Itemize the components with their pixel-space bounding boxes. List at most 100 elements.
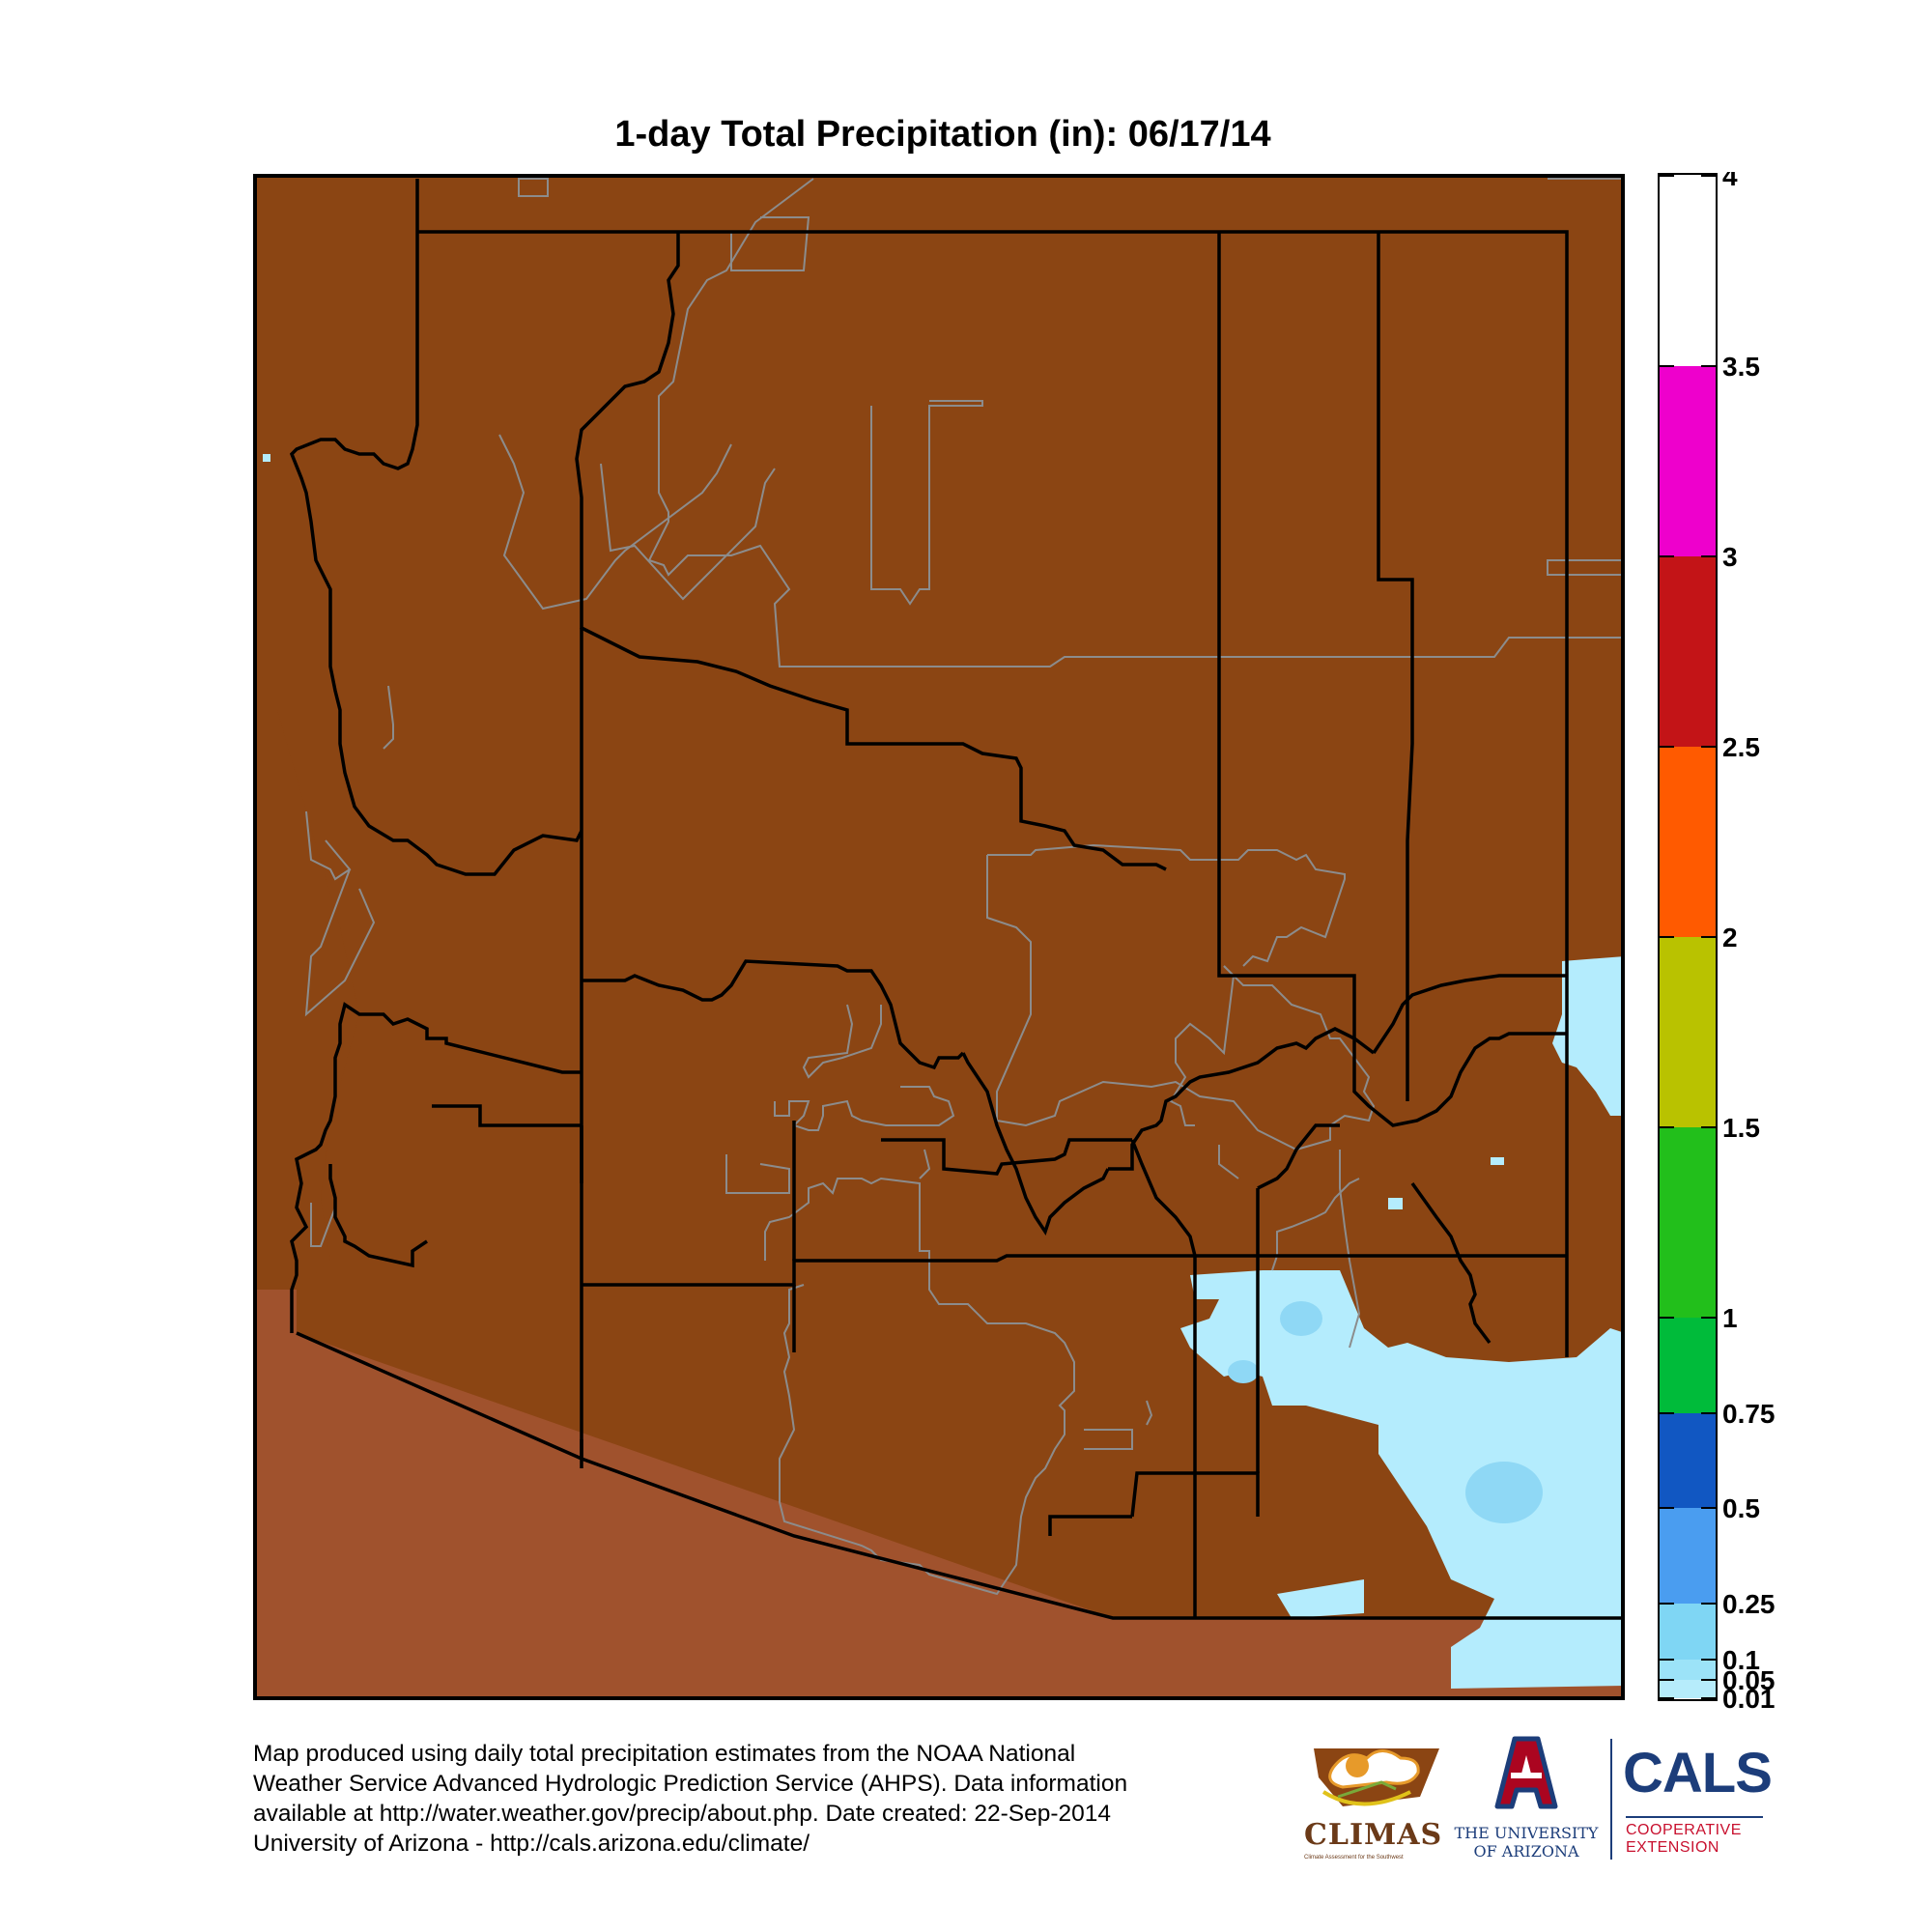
nevada-california-region (253, 657, 359, 1290)
footer-line: available at http://water.weather.gov/pr… (253, 1801, 1112, 1827)
county-border-pinal-maricopa (582, 1254, 1195, 1287)
county-border-coconino-north (417, 230, 1569, 1357)
color-legend: 4 3.5 3 2.5 2 1.5 1 0.75 0.5 0.25 0.10.050.01 (1658, 172, 1776, 1714)
legend-label-3: 2.5 (1722, 732, 1760, 762)
county-border-pinal-east (1130, 1139, 1197, 1257)
mexico-region (253, 1290, 1625, 1700)
footer-line: Map produced using daily total precipita… (253, 1741, 1076, 1767)
legend-band-1 (1659, 366, 1717, 556)
land-unit-grand-canyon (730, 216, 810, 271)
land-unit-boundaries (304, 178, 1625, 1596)
legend-labels: 4 3.5 3 2.5 2 1.5 1 0.75 0.5 0.25 0.10.050.01 (1722, 172, 1776, 1714)
state-border-south (296, 1331, 1625, 1620)
county-border-pinal-pima-top (881, 1138, 1132, 1176)
land-unit-coronado (1271, 1178, 1360, 1271)
county-border-gila-west (961, 1052, 1110, 1236)
precip-area-small-4 (263, 454, 270, 462)
precip-area-east-strip (1552, 956, 1625, 1116)
county-border-yavapai-maricopa (582, 959, 965, 1070)
legend-label-2: 3 (1722, 542, 1738, 572)
precipitation-map (253, 174, 1625, 1700)
land-unit-hualapai (498, 434, 732, 611)
land-unit-colorado-river-2 (310, 1203, 336, 1247)
logos: CLIMAS Climate Assessment for the Southw… (1299, 1719, 1879, 1874)
county-border-greenlee-cochise (1410, 1181, 1492, 1345)
county-border-mohave-south (290, 1002, 582, 1333)
legend-bands (1659, 176, 1717, 1698)
county-border-coconino-west (575, 232, 1167, 871)
county-border-mohave-east (289, 179, 583, 876)
legend-band-5 (1659, 1127, 1717, 1318)
university-name-line2: OF ARIZONA (1473, 1842, 1579, 1861)
university-of-arizona-logo-icon (1494, 1736, 1558, 1809)
footer-notes: Map produced using daily total precipita… (253, 1739, 1296, 1859)
land-unit-tombstone (1339, 1150, 1361, 1349)
legend-label-5: 1.5 (1722, 1113, 1760, 1143)
legend-band-7 (1659, 1413, 1717, 1508)
land-unit-tucson (1146, 1400, 1153, 1426)
legend-label-7: 0.75 (1722, 1399, 1776, 1429)
cals-logo-line1: COOPERATIVE (1626, 1822, 1742, 1838)
land-unit-navajo-east (1547, 178, 1625, 576)
legend-band-10 (1659, 1660, 1717, 1680)
legend-band-0 (1659, 176, 1717, 366)
legend-band-8 (1659, 1508, 1717, 1604)
county-border-graham-greenlee (1372, 974, 1567, 1054)
legend-band-9 (1659, 1604, 1717, 1660)
county-border-yuma-maricopa (432, 1104, 582, 1127)
precip-core-3 (1228, 1360, 1259, 1383)
land-unit-navajo (647, 178, 1625, 668)
legend-label-4: 2 (1722, 923, 1738, 952)
land-unit-mogollon (1218, 1145, 1239, 1179)
legend-label-10: 0.1 (1722, 1645, 1760, 1675)
moderate-precip-cores (1228, 1301, 1543, 1523)
footer-line: Weather Service Advanced Hydrologic Pred… (253, 1771, 1128, 1797)
county-border-navajo-west (1217, 232, 1567, 1127)
precip-area-border (1451, 1666, 1625, 1689)
map-frame (253, 174, 1625, 1700)
climas-logo-icon (1314, 1748, 1439, 1806)
legend-label-0: 4 (1722, 172, 1738, 191)
footer-line: University of Arizona - http://cals.ariz… (253, 1831, 810, 1857)
county-border-cochise-graham (1257, 1123, 1340, 1190)
county-borders (289, 179, 1625, 1620)
land-unit-hopi (870, 400, 983, 606)
county-border-apache-west (1377, 232, 1414, 1101)
land-unit-fort-apache (1169, 965, 1236, 1126)
cals-logo-rule (1626, 1816, 1763, 1818)
land-unit-central (802, 1004, 882, 1079)
precip-area-small-1 (1277, 1579, 1364, 1618)
legend-band-6 (1659, 1318, 1717, 1413)
land-unit-fort-mojave (305, 810, 352, 881)
land-unit-san-carlos (987, 843, 1346, 967)
precip-core-2 (1280, 1301, 1322, 1336)
legend-label-11: 0.05 (1722, 1665, 1776, 1695)
land-unit-gila-river (774, 1086, 955, 1131)
county-border-la-paz-yuma (328, 1164, 428, 1268)
climas-logo-name: CLIMAS (1304, 1818, 1443, 1852)
land-unit-pascua (1084, 1429, 1133, 1450)
land-unit-top-left (518, 178, 549, 197)
legend-band-2 (1659, 556, 1717, 747)
university-name-line1: THE UNIVERSITY (1454, 1824, 1599, 1842)
legend-band-11 (1659, 1680, 1717, 1698)
legend-label-1: 3.5 (1722, 352, 1760, 382)
legend-label-8: 0.5 (1722, 1493, 1760, 1523)
land-unit-kaibab (600, 463, 776, 601)
legend-label-9: 0.25 (1722, 1589, 1776, 1619)
county-border-santa-cruz-cochise (1048, 1515, 1132, 1536)
land-unit-colorado-river (304, 868, 376, 1017)
logo-divider (1610, 1739, 1612, 1860)
precip-area-southeast (1180, 1270, 1625, 1671)
legend-frame (1658, 173, 1718, 1701)
legend-band-3 (1659, 747, 1717, 937)
cals-logo-name: CALS (1623, 1742, 1773, 1804)
legend-label-12: 0.01 (1722, 1684, 1776, 1714)
climas-logo-subtitle: Climate Assessment for the Southwest (1304, 1855, 1404, 1861)
land-unit-lake-mead (383, 685, 394, 750)
county-border-gila-graham (1108, 1027, 1376, 1171)
precip-area-small-3 (1491, 1157, 1504, 1165)
cals-logo-line2: EXTENSION (1626, 1839, 1719, 1856)
precip-core-1 (1465, 1462, 1543, 1523)
land-unit-tonto (986, 855, 1376, 1151)
